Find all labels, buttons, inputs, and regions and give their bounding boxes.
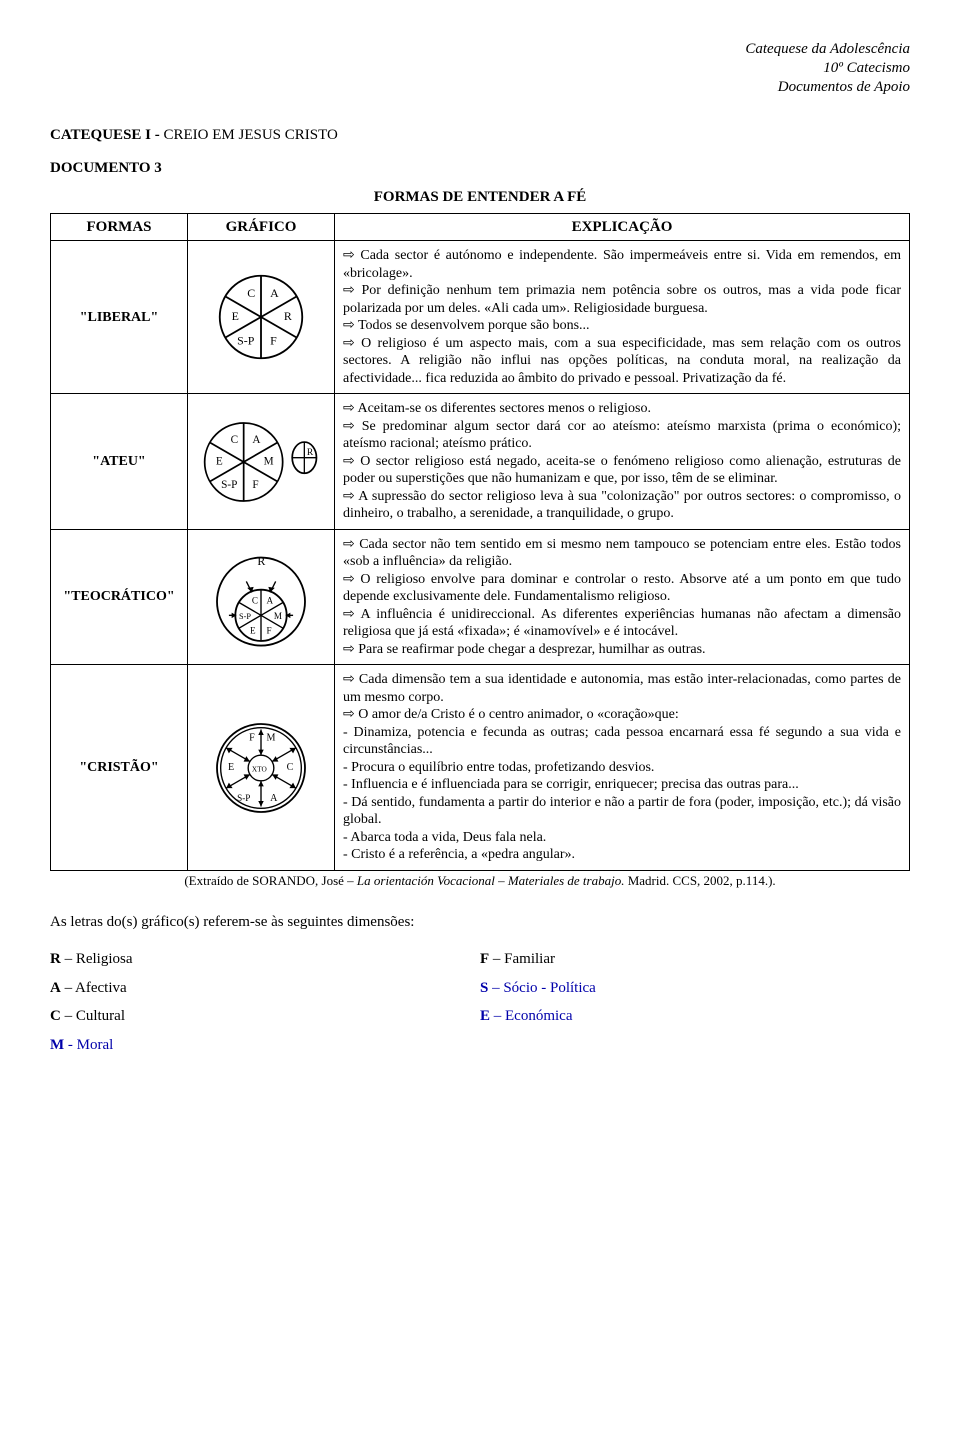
svg-text:A: A [270, 793, 278, 804]
source-post: Madrid. CCS, 2002, p.114.). [624, 873, 775, 888]
catequese-bold: CATEQUESE I - [50, 127, 164, 143]
dim-a: A – Afectiva [50, 979, 480, 998]
dim-m: M - Moral [50, 1036, 480, 1055]
graphic-cristao: XTO [188, 665, 335, 871]
dim-e: E – Económica [480, 1007, 910, 1026]
th-explicacao: EXPLICAÇÃO [335, 213, 910, 241]
svg-text:F: F [249, 732, 255, 743]
row-cristao: "CRISTÃO" XTO [51, 665, 910, 871]
svg-text:A: A [267, 595, 274, 605]
explain-liberal: ⇨ Cada sector é autónomo e independente.… [335, 241, 910, 394]
svg-text:F: F [267, 626, 272, 636]
graphic-teocratico: R C A S-P M E F [188, 529, 335, 665]
svg-text:A: A [270, 286, 279, 300]
dim-col-right: F – Familiar S – Sócio - Política E – Ec… [480, 950, 910, 1065]
svg-text:XTO: XTO [252, 764, 267, 773]
svg-text:R: R [307, 448, 314, 458]
svg-text:R: R [257, 554, 265, 568]
svg-text:S-P: S-P [221, 479, 237, 491]
svg-text:S-P: S-P [239, 612, 251, 621]
explain-teocratico: ⇨ Cada sector não tem sentido em si mesm… [335, 529, 910, 665]
dim-grid: R – Religiosa A – Afectiva C – Cultural … [50, 950, 910, 1065]
svg-text:E: E [250, 626, 256, 636]
row-ateu: "ATEU" C A E M S-P F [51, 394, 910, 530]
letras-intro: As letras do(s) gráfico(s) referem-se às… [50, 913, 910, 932]
source-pre: (Extraído de SORANDO, José – [184, 873, 357, 888]
documento-number: DOCUMENTO 3 [50, 159, 910, 178]
svg-text:S-P: S-P [237, 334, 255, 348]
main-title: FORMAS DE ENTENDER A FÉ [50, 188, 910, 207]
svg-text:C: C [231, 433, 239, 445]
pie-ateu-icon: C A E M S-P F R [196, 407, 326, 517]
dim-s: S – Sócio - Política [480, 979, 910, 998]
pie-teocratico-icon: R C A S-P M E F [206, 537, 316, 657]
svg-text:M: M [267, 732, 276, 743]
label-liberal: "LIBERAL" [51, 241, 188, 394]
pie-liberal-icon: C A E R S-P F [206, 262, 316, 372]
svg-text:A: A [252, 433, 261, 445]
row-teocratico: "TEOCRÁTICO" R C A S-P M [51, 529, 910, 665]
catequese-line: CATEQUESE I - CREIO EM JESUS CRISTO [50, 126, 910, 145]
dim-col-left: R – Religiosa A – Afectiva C – Cultural … [50, 950, 480, 1065]
doc-header: Catequese da Adolescência 10º Catecismo … [50, 40, 910, 96]
svg-text:S-P: S-P [237, 793, 250, 803]
th-formas: FORMAS [51, 213, 188, 241]
th-grafico: GRÁFICO [188, 213, 335, 241]
label-cristao: "CRISTÃO" [51, 665, 188, 871]
svg-text:E: E [228, 761, 234, 772]
svg-text:C: C [247, 286, 255, 300]
dim-r: R – Religiosa [50, 950, 480, 969]
svg-text:C: C [287, 761, 294, 772]
graphic-ateu: C A E M S-P F R [188, 394, 335, 530]
header-line-1: Catequese da Adolescência [50, 40, 910, 59]
svg-text:F: F [270, 334, 277, 348]
graphic-liberal: C A E R S-P F [188, 241, 335, 394]
catequese-rest: CREIO EM JESUS CRISTO [164, 127, 338, 143]
source-italic: La orientación Vocacional – Materiales d… [357, 873, 625, 888]
pie-cristao-icon: XTO [206, 713, 316, 823]
svg-text:R: R [284, 309, 292, 323]
label-teocratico: "TEOCRÁTICO" [51, 529, 188, 665]
svg-text:M: M [264, 455, 274, 467]
svg-text:E: E [216, 455, 223, 467]
svg-text:E: E [232, 309, 239, 323]
dim-f: F – Familiar [480, 950, 910, 969]
svg-text:M: M [274, 611, 282, 621]
row-liberal: "LIBERAL" C A E R S-P F ⇨ [51, 241, 910, 394]
header-line-2: 10º Catecismo [50, 59, 910, 78]
explain-ateu: ⇨ Aceitam-se os diferentes sectores meno… [335, 394, 910, 530]
label-ateu: "ATEU" [51, 394, 188, 530]
explain-cristao: ⇨ Cada dimensão tem a sua identidade e a… [335, 665, 910, 871]
svg-text:C: C [252, 595, 258, 605]
header-line-3: Documentos de Apoio [50, 78, 910, 97]
source-line: (Extraído de SORANDO, José – La orientac… [50, 873, 910, 889]
svg-text:F: F [252, 479, 258, 491]
dim-c: C – Cultural [50, 1007, 480, 1026]
formas-table: FORMAS GRÁFICO EXPLICAÇÃO "LIBERAL" C A [50, 213, 910, 871]
